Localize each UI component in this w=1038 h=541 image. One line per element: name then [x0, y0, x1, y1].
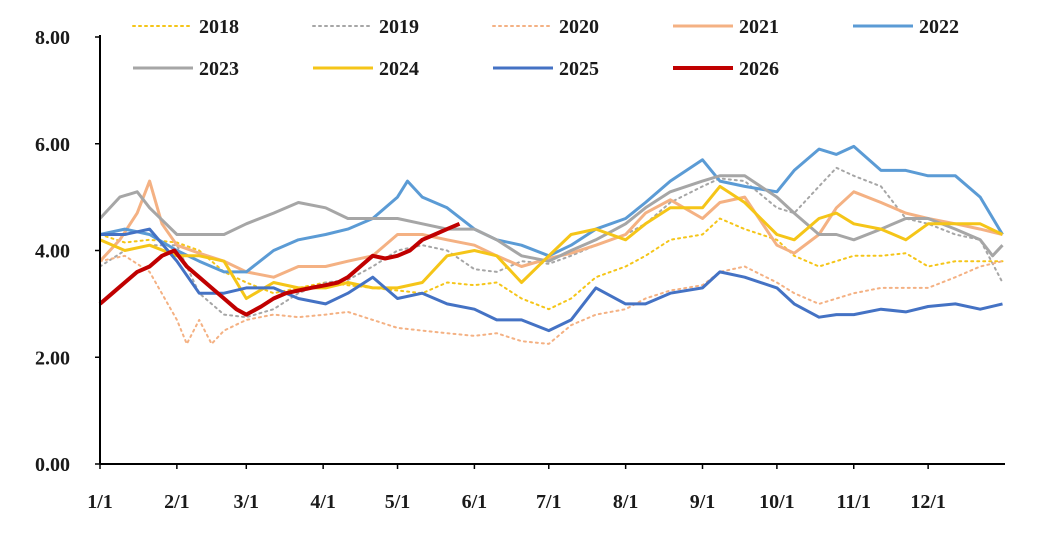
chart-legend: 2018 2019 2020 2021 2022 2023 2024 2025 2026	[132, 16, 959, 80]
y-tick-label: 8.00	[35, 27, 70, 49]
legend-item-2021: 2021	[673, 16, 779, 38]
x-tick-label: 9/1	[690, 491, 716, 513]
y-tick-label: 6.00	[35, 134, 70, 156]
y-tick-label: 0.00	[35, 454, 70, 476]
series-line-2023	[98, 174, 1004, 263]
series-line-2025	[100, 227, 1003, 333]
legend-item-2026: 2026	[673, 58, 779, 80]
legend-item-2025: 2025	[493, 58, 599, 80]
series-line-2019	[99, 166, 1004, 319]
legend-label: 2021	[739, 16, 779, 38]
legend-item-2022: 2022	[853, 16, 959, 38]
series-line-2018	[99, 217, 1004, 311]
legend-label: 2023	[199, 58, 239, 80]
x-tick-label: 12/1	[910, 491, 946, 513]
legend-label: 2019	[379, 16, 419, 38]
legend-label: 2024	[379, 58, 419, 80]
x-tick-label: 1/1	[87, 491, 113, 513]
legend-item-2019: 2019	[312, 16, 419, 38]
x-tick-label: 8/1	[613, 491, 639, 513]
legend-label: 2018	[199, 16, 239, 38]
x-tick-label: 6/1	[462, 491, 488, 513]
x-tick-label: 7/1	[536, 491, 562, 513]
x-tick-label: 2/1	[164, 491, 190, 513]
series-line-2026	[98, 221, 461, 317]
chart-series	[98, 144, 1004, 345]
x-tick-label: 5/1	[385, 491, 411, 513]
chart-axes: 0.00 2.00 4.00 6.00 8.00 1/1 2/1 3/1 4/1 5/1 6/1 7/…	[35, 27, 1005, 513]
series-line-2020	[99, 254, 1004, 345]
legend-label: 2022	[919, 16, 959, 38]
legend-label: 2025	[559, 58, 599, 80]
legend-item-2018: 2018	[132, 16, 239, 38]
legend-item-2023: 2023	[133, 58, 239, 80]
legend-item-2020: 2020	[492, 16, 599, 38]
legend-label: 2026	[739, 58, 779, 80]
x-tick-label: 11/1	[837, 491, 871, 513]
x-tick-label: 4/1	[310, 491, 336, 513]
y-tick-label: 2.00	[35, 347, 70, 369]
legend-label: 2020	[559, 16, 599, 38]
series-line-2024	[99, 184, 1004, 300]
x-tick-label: 3/1	[234, 491, 260, 513]
x-tick-label: 10/1	[759, 491, 795, 513]
y-tick-label: 4.00	[35, 241, 70, 263]
legend-item-2024: 2024	[313, 58, 419, 80]
